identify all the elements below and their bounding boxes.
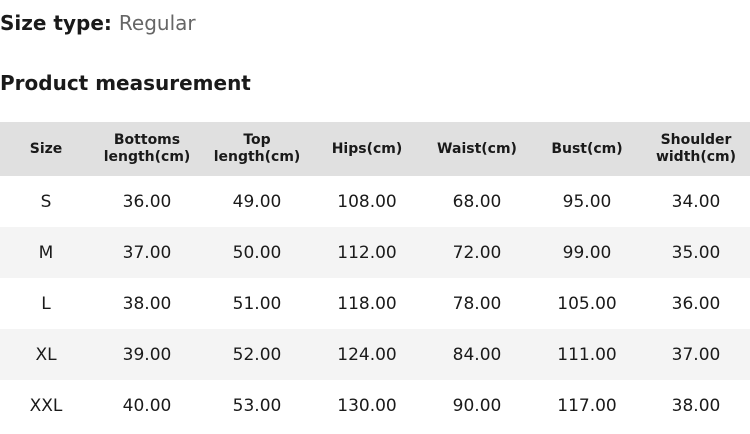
column-header-top-length-line2: length(cm) [213, 149, 301, 165]
page-title: Product measurement [0, 71, 251, 95]
cell-size: M [0, 227, 92, 278]
cell-hips: 112.00 [312, 227, 422, 278]
cell-size: XL [0, 329, 92, 380]
cell-top-length: 49.00 [202, 176, 312, 227]
column-header-top-length-line1: Top [243, 132, 271, 148]
column-header-waist-line1: Waist(cm) [437, 140, 517, 157]
cell-waist: 84.00 [422, 329, 532, 380]
cell-hips: 118.00 [312, 278, 422, 329]
cell-top-length: 50.00 [202, 227, 312, 278]
table-row: XL 39.00 52.00 124.00 84.00 111.00 37.00 [0, 329, 750, 380]
cell-top-length: 52.00 [202, 329, 312, 380]
cell-shoulder-width: 35.00 [642, 227, 750, 278]
size-type-value: Regular [118, 11, 196, 35]
column-header-size-line1: Size [29, 140, 63, 157]
cell-shoulder-width: 34.00 [642, 176, 750, 227]
column-header-bust: Bust(cm) [532, 122, 642, 176]
column-header-shoulder-width-line2: width(cm) [655, 149, 737, 165]
cell-bottoms-length: 39.00 [92, 329, 202, 380]
column-header-bottoms-length-line1: Bottoms [113, 132, 181, 148]
cell-top-length: 51.00 [202, 278, 312, 329]
cell-size: S [0, 176, 92, 227]
column-header-shoulder-width-line1: Shoulder [660, 132, 732, 148]
column-header-waist: Waist(cm) [422, 122, 532, 176]
cell-waist: 72.00 [422, 227, 532, 278]
column-header-shoulder-width: Shoulder width(cm) [642, 122, 750, 176]
cell-waist: 68.00 [422, 176, 532, 227]
column-header-bust-line1: Bust(cm) [551, 140, 623, 157]
cell-bust: 105.00 [532, 278, 642, 329]
cell-bottoms-length: 37.00 [92, 227, 202, 278]
column-header-size: Size [0, 122, 92, 176]
product-measurement-table: Size Bottoms length(cm) Top length(cm) H… [0, 122, 750, 431]
size-type-row: Size type: Regular [0, 11, 196, 35]
size-type-label: Size type: [0, 11, 112, 35]
cell-bottoms-length: 40.00 [92, 380, 202, 431]
cell-waist: 78.00 [422, 278, 532, 329]
cell-hips: 108.00 [312, 176, 422, 227]
table-row: XXL 40.00 53.00 130.00 90.00 117.00 38.0… [0, 380, 750, 431]
cell-shoulder-width: 38.00 [642, 380, 750, 431]
cell-shoulder-width: 37.00 [642, 329, 750, 380]
column-header-bottoms-length: Bottoms length(cm) [92, 122, 202, 176]
column-header-bottoms-length-line2: length(cm) [103, 149, 191, 165]
cell-hips: 124.00 [312, 329, 422, 380]
column-header-hips: Hips(cm) [312, 122, 422, 176]
table-row: M 37.00 50.00 112.00 72.00 99.00 35.00 [0, 227, 750, 278]
cell-waist: 90.00 [422, 380, 532, 431]
cell-bottoms-length: 38.00 [92, 278, 202, 329]
table-row: S 36.00 49.00 108.00 68.00 95.00 34.00 [0, 176, 750, 227]
cell-bust: 111.00 [532, 329, 642, 380]
cell-size: L [0, 278, 92, 329]
cell-bust: 99.00 [532, 227, 642, 278]
cell-shoulder-width: 36.00 [642, 278, 750, 329]
column-header-top-length: Top length(cm) [202, 122, 312, 176]
table-row: L 38.00 51.00 118.00 78.00 105.00 36.00 [0, 278, 750, 329]
cell-bottoms-length: 36.00 [92, 176, 202, 227]
cell-bust: 117.00 [532, 380, 642, 431]
table-header-row: Size Bottoms length(cm) Top length(cm) H… [0, 122, 750, 176]
cell-size: XXL [0, 380, 92, 431]
cell-top-length: 53.00 [202, 380, 312, 431]
column-header-hips-line1: Hips(cm) [331, 140, 403, 157]
cell-hips: 130.00 [312, 380, 422, 431]
cell-bust: 95.00 [532, 176, 642, 227]
